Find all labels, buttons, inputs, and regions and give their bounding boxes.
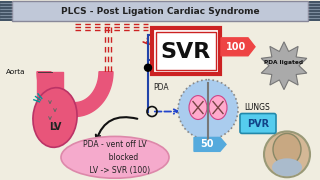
Polygon shape: [221, 38, 255, 56]
FancyBboxPatch shape: [12, 1, 308, 21]
Text: SVR: SVR: [161, 42, 211, 62]
Text: 100: 100: [226, 42, 246, 52]
Polygon shape: [261, 42, 307, 90]
FancyBboxPatch shape: [308, 1, 320, 21]
FancyBboxPatch shape: [156, 32, 216, 70]
Text: PLCS - Post Ligation Cardiac Syndrome: PLCS - Post Ligation Cardiac Syndrome: [61, 7, 259, 16]
Text: LV: LV: [49, 122, 61, 132]
Circle shape: [145, 64, 151, 71]
Text: LUNGS: LUNGS: [244, 103, 270, 112]
Ellipse shape: [33, 88, 77, 147]
Polygon shape: [37, 72, 113, 116]
Ellipse shape: [61, 136, 169, 178]
FancyBboxPatch shape: [240, 114, 276, 133]
Ellipse shape: [189, 96, 207, 120]
Circle shape: [264, 131, 310, 177]
Text: PDA - vent off LV
       blocked
    LV -> SVR (100): PDA - vent off LV blocked LV -> SVR (100…: [80, 140, 150, 175]
Ellipse shape: [273, 133, 301, 165]
Text: Aorta: Aorta: [6, 69, 26, 75]
Text: PDA ligated: PDA ligated: [264, 60, 304, 65]
Polygon shape: [194, 137, 226, 151]
Text: PDA: PDA: [153, 83, 169, 92]
Text: 50: 50: [200, 139, 214, 149]
FancyBboxPatch shape: [0, 1, 12, 21]
FancyBboxPatch shape: [152, 28, 220, 74]
Text: PVR: PVR: [247, 120, 269, 129]
Ellipse shape: [272, 158, 302, 176]
Ellipse shape: [209, 96, 227, 120]
Circle shape: [178, 80, 238, 139]
